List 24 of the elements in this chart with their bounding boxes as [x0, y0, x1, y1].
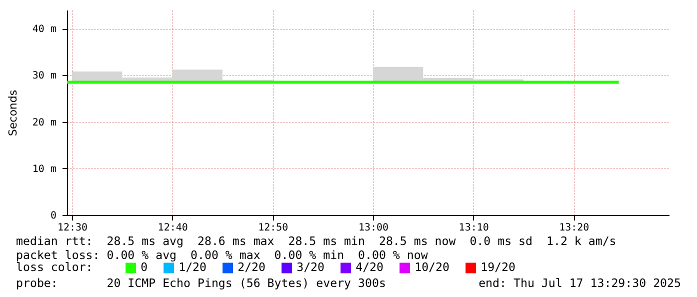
- text: packet loss: 0.00 % avg 0.00 % max 0.00 % min 0.00 % now: [16, 248, 428, 262]
- legend-label: 10/20: [414, 260, 450, 274]
- x-tick-label: 12:50: [258, 222, 288, 234]
- x-tick-label: 13:10: [458, 222, 489, 234]
- legend-title: loss color:: [16, 260, 93, 274]
- text: probe: 20 ICMP Echo Pings (56 Bytes) every 300s: [16, 276, 386, 290]
- x-tick-label: 12:30: [57, 222, 88, 234]
- y-tick-label: 20 m: [32, 117, 56, 128]
- legend-label: 0: [140, 260, 148, 274]
- x-tick-label: 13:20: [559, 222, 590, 234]
- y-tick-label: 10 m: [32, 164, 56, 175]
- y-tick-label: 40 m: [32, 24, 56, 36]
- y-tick-label: 30 m: [32, 70, 56, 82]
- legend-label: 19/20: [480, 260, 516, 274]
- legend-label: 1/20: [178, 260, 207, 274]
- text: median rtt: 28.5 ms avg 28.6 ms max 28.5 ms min 28.5 ms now 0.0 ms sd 1.2 k am/s: [16, 234, 616, 248]
- legend-label: 2/20: [238, 260, 266, 274]
- y-tick-label: 0: [50, 210, 56, 222]
- legend-label: 4/20: [356, 260, 384, 274]
- x-tick-label: 13:00: [358, 222, 389, 234]
- text: end: Thu Jul 17 13:29:30 2025: [478, 276, 681, 290]
- legend-label: 3/20: [296, 260, 325, 274]
- x-tick-label: 12:40: [158, 222, 188, 234]
- y-axis-title: Seconds: [6, 90, 20, 136]
